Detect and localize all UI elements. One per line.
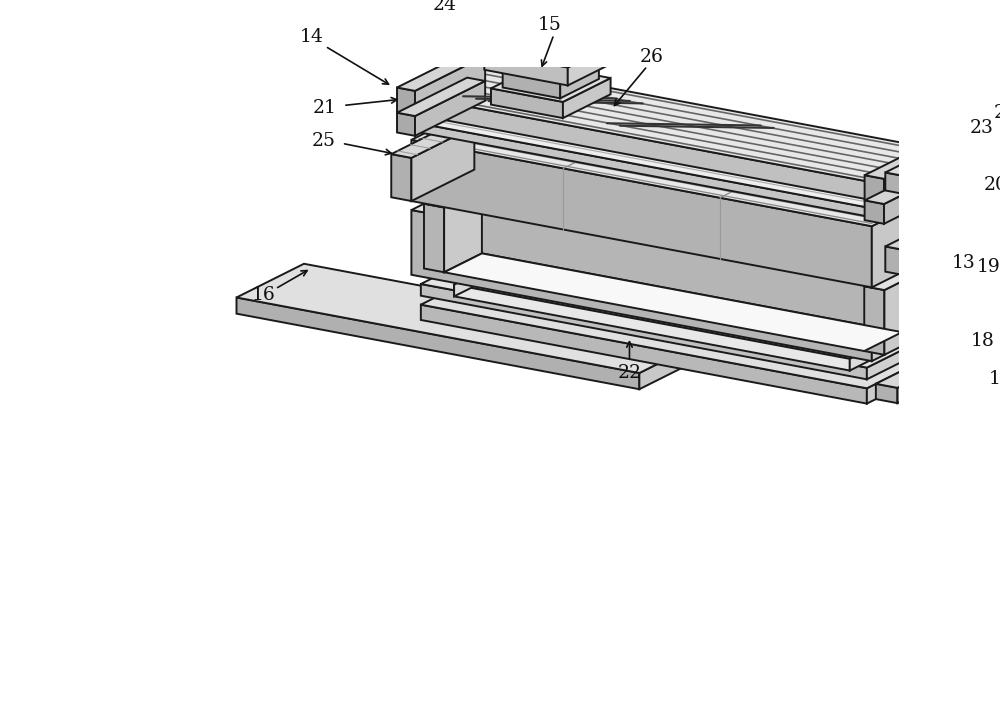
Polygon shape bbox=[884, 169, 954, 224]
Polygon shape bbox=[876, 364, 938, 388]
Polygon shape bbox=[872, 194, 935, 287]
Text: 23: 23 bbox=[970, 119, 993, 137]
Polygon shape bbox=[503, 69, 560, 98]
Text: 21: 21 bbox=[313, 99, 337, 117]
Polygon shape bbox=[411, 90, 935, 208]
Polygon shape bbox=[491, 64, 611, 102]
Polygon shape bbox=[411, 140, 872, 287]
Polygon shape bbox=[462, 185, 922, 336]
Polygon shape bbox=[865, 175, 884, 204]
Text: 14: 14 bbox=[300, 28, 324, 46]
Polygon shape bbox=[415, 56, 485, 116]
Text: 24: 24 bbox=[433, 0, 457, 14]
Polygon shape bbox=[237, 264, 707, 373]
Polygon shape bbox=[421, 284, 867, 380]
Polygon shape bbox=[885, 229, 941, 250]
Polygon shape bbox=[391, 123, 474, 158]
Polygon shape bbox=[865, 140, 954, 179]
Polygon shape bbox=[878, 150, 943, 201]
Polygon shape bbox=[876, 384, 897, 403]
Polygon shape bbox=[444, 189, 482, 272]
Text: 20: 20 bbox=[983, 176, 1000, 194]
Polygon shape bbox=[454, 285, 850, 370]
Polygon shape bbox=[454, 264, 892, 359]
Text: 17: 17 bbox=[989, 370, 1000, 388]
Polygon shape bbox=[872, 177, 935, 217]
Polygon shape bbox=[503, 50, 599, 80]
Polygon shape bbox=[406, 95, 878, 201]
Polygon shape bbox=[865, 200, 884, 224]
Polygon shape bbox=[897, 368, 938, 403]
Polygon shape bbox=[885, 151, 957, 178]
Polygon shape bbox=[568, 43, 617, 86]
Polygon shape bbox=[397, 113, 415, 136]
Polygon shape bbox=[444, 253, 902, 351]
Polygon shape bbox=[421, 275, 925, 388]
Text: 13: 13 bbox=[952, 254, 976, 272]
Polygon shape bbox=[867, 359, 925, 403]
Polygon shape bbox=[411, 122, 872, 217]
Polygon shape bbox=[411, 204, 884, 296]
Polygon shape bbox=[885, 172, 914, 196]
Polygon shape bbox=[454, 264, 496, 296]
Polygon shape bbox=[424, 204, 444, 272]
Text: 26: 26 bbox=[640, 48, 664, 66]
Polygon shape bbox=[397, 78, 485, 116]
Polygon shape bbox=[864, 286, 884, 355]
Polygon shape bbox=[421, 255, 925, 368]
Text: 16: 16 bbox=[252, 286, 275, 305]
Polygon shape bbox=[397, 87, 415, 116]
Polygon shape bbox=[484, 27, 617, 67]
Text: 15: 15 bbox=[537, 16, 561, 34]
Polygon shape bbox=[491, 89, 563, 118]
Polygon shape bbox=[884, 144, 954, 204]
Polygon shape bbox=[872, 290, 884, 361]
Polygon shape bbox=[867, 338, 925, 380]
Polygon shape bbox=[411, 210, 872, 361]
Polygon shape bbox=[563, 78, 611, 118]
Polygon shape bbox=[922, 265, 935, 336]
Text: 21: 21 bbox=[994, 104, 1000, 122]
Polygon shape bbox=[415, 81, 485, 136]
Polygon shape bbox=[237, 297, 639, 389]
Text: 19: 19 bbox=[977, 258, 1000, 276]
Polygon shape bbox=[411, 127, 474, 201]
Polygon shape bbox=[406, 62, 943, 183]
Polygon shape bbox=[424, 185, 482, 207]
Polygon shape bbox=[850, 337, 892, 370]
Polygon shape bbox=[411, 109, 935, 226]
Polygon shape bbox=[639, 340, 707, 389]
Polygon shape bbox=[884, 271, 922, 355]
Text: 18: 18 bbox=[971, 332, 995, 350]
Polygon shape bbox=[864, 267, 922, 290]
Polygon shape bbox=[462, 179, 935, 271]
Polygon shape bbox=[885, 247, 905, 275]
Polygon shape bbox=[397, 52, 485, 91]
Polygon shape bbox=[391, 154, 411, 201]
Polygon shape bbox=[421, 305, 867, 403]
Polygon shape bbox=[865, 165, 954, 204]
Polygon shape bbox=[914, 157, 957, 196]
Polygon shape bbox=[484, 51, 568, 86]
Polygon shape bbox=[905, 232, 941, 275]
Text: 22: 22 bbox=[617, 364, 641, 382]
Text: 25: 25 bbox=[312, 132, 336, 149]
Polygon shape bbox=[560, 61, 599, 98]
